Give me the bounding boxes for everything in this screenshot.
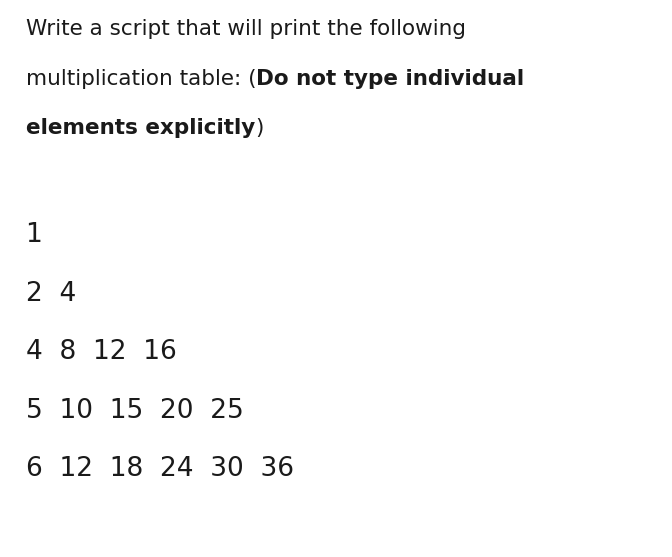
Text: Do not type individual: Do not type individual [256,69,524,89]
Text: 5  10  15  20  25: 5 10 15 20 25 [26,398,243,424]
Text: 1: 1 [26,222,42,248]
Text: 2  4: 2 4 [26,281,76,307]
Text: Write a script that will print the following: Write a script that will print the follo… [26,19,466,40]
Text: elements explicitly: elements explicitly [26,118,255,138]
Text: multiplication table: (: multiplication table: ( [26,69,256,89]
Text: ): ) [255,118,263,138]
Text: 6  12  18  24  30  36: 6 12 18 24 30 36 [26,456,294,482]
Text: 4  8  12  16: 4 8 12 16 [26,339,176,365]
